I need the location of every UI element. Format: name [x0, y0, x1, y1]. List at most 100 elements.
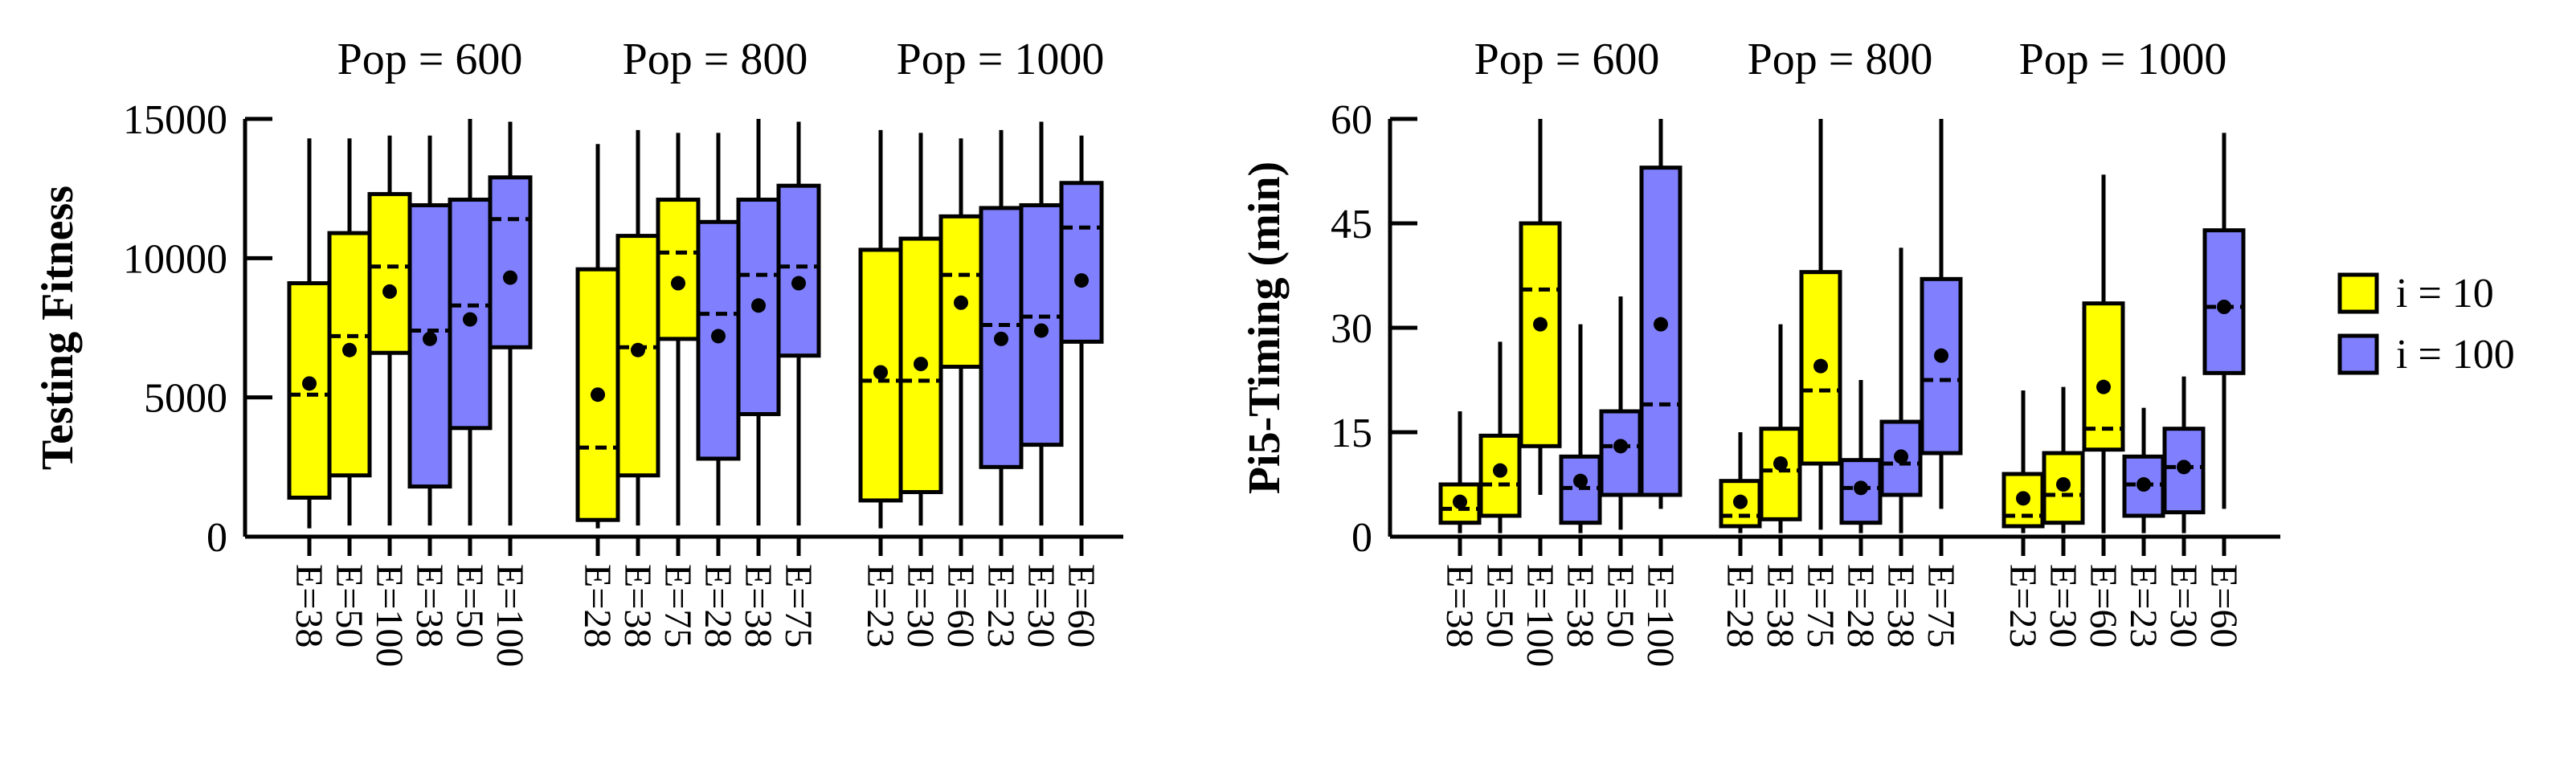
- x-tick-label: E=100: [1639, 564, 1682, 667]
- testing-fitness-chart: 0 5000 10000 15000 Testing Fitness Pop = 600 E…: [33, 35, 1123, 667]
- group-title: Pop = 800: [1748, 35, 1933, 84]
- box: [1059, 181, 1104, 344]
- mean-point: [302, 376, 317, 391]
- box: [1879, 419, 1923, 497]
- mean-point: [1573, 473, 1588, 488]
- box: [2082, 301, 2125, 452]
- y-tick-label: 0: [1351, 515, 1372, 561]
- y-tick-label: 45: [1331, 202, 1372, 247]
- x-tick-label: E=30: [2162, 564, 2205, 648]
- x-tick-label: E=28: [1719, 564, 1761, 648]
- x-tick-label: E=23: [2002, 564, 2044, 648]
- mean-point: [1074, 273, 1089, 288]
- mean-point: [994, 331, 1008, 346]
- y-axis-label: Testing Fitness: [33, 186, 83, 470]
- x-tick-label: E=38: [737, 564, 779, 648]
- x-tick-label: E=38: [1879, 564, 1922, 648]
- group-title: Pop = 800: [623, 35, 808, 84]
- mean-point: [2016, 491, 2030, 506]
- mean-point: [1813, 358, 1828, 374]
- y-tick-label: 30: [1331, 306, 1372, 352]
- x-tick-label: E=23: [2122, 564, 2165, 648]
- x-tick-label: E=50: [328, 564, 370, 648]
- box: [367, 192, 412, 355]
- x-tick-label: E=50: [1478, 564, 1521, 648]
- mean-point: [2217, 300, 2231, 314]
- x-tick-label: E=100: [489, 564, 531, 667]
- x-tick-label: E=38: [408, 564, 451, 648]
- mean-point: [1493, 463, 1507, 478]
- x-tick-label: E=30: [899, 564, 942, 648]
- x-tick-label: E=60: [939, 564, 982, 648]
- x-tick-label: E=50: [448, 564, 491, 648]
- legend-swatch-i10: [2337, 272, 2379, 314]
- group-title: Pop = 600: [337, 35, 523, 84]
- mean-point: [463, 312, 477, 327]
- box: [776, 183, 821, 358]
- mean-point: [503, 270, 517, 285]
- mean-point: [1894, 449, 1908, 464]
- mean-point: [873, 365, 888, 380]
- y-tick-label: 10000: [123, 236, 227, 282]
- mean-point: [2056, 477, 2071, 492]
- x-tick-label: E=60: [2202, 564, 2245, 648]
- mean-point: [2177, 460, 2191, 475]
- legend: i = 10 i = 100: [2337, 271, 2515, 378]
- x-tick-label: E=100: [368, 564, 411, 667]
- x-tick-label: E=23: [979, 564, 1022, 648]
- mean-point: [1453, 494, 1467, 509]
- mean-point: [954, 295, 968, 310]
- mean-point: [1854, 480, 1868, 496]
- y-tick-label: 15000: [123, 97, 227, 143]
- mean-point: [342, 342, 357, 358]
- x-tick-label: E=38: [1438, 564, 1481, 648]
- mean-point: [1034, 323, 1049, 338]
- legend-label-i10: i = 10: [2396, 271, 2494, 317]
- mean-point: [751, 298, 766, 313]
- legend-label-i100: i = 100: [2396, 332, 2515, 378]
- box: [1759, 427, 1802, 521]
- mean-point: [1613, 439, 1628, 454]
- mean-point: [711, 329, 726, 344]
- x-tick-label: E=38: [616, 564, 659, 648]
- group-title: Pop = 1000: [2019, 35, 2227, 84]
- mean-point: [671, 276, 685, 291]
- box: [488, 175, 533, 349]
- x-tick-label: E=50: [1599, 564, 1642, 648]
- mean-point: [1934, 348, 1948, 363]
- mean-point: [2096, 379, 2111, 394]
- y-tick-label: 15: [1331, 411, 1372, 456]
- x-tick-label: E=28: [697, 564, 739, 648]
- mean-point: [2136, 477, 2151, 492]
- mean-point: [1773, 456, 1788, 471]
- mean-point: [591, 387, 605, 402]
- mean-point: [1533, 317, 1548, 332]
- mean-point: [914, 357, 928, 372]
- x-tick-label: E=38: [1759, 564, 1801, 648]
- x-tick-label: E=60: [2082, 564, 2124, 648]
- group-title: Pop = 600: [1474, 35, 1660, 84]
- x-tick-label: E=28: [576, 564, 619, 648]
- box: [938, 214, 983, 370]
- group-title: Pop = 1000: [897, 35, 1105, 84]
- box: [1920, 276, 1963, 456]
- y-axis-label: Pi5-Timing (min): [1240, 161, 1290, 494]
- x-tick-label: E=75: [1799, 564, 1842, 648]
- mean-point: [382, 284, 397, 299]
- y-tick-label: 60: [1331, 97, 1372, 143]
- box: [615, 234, 660, 478]
- mean-point: [631, 342, 645, 358]
- x-tick-label: E=38: [1559, 564, 1601, 648]
- mean-point: [1733, 494, 1748, 509]
- box: [656, 198, 701, 341]
- legend-swatch-i100: [2337, 333, 2379, 375]
- x-tick-label: E=75: [777, 564, 820, 648]
- mean-point: [423, 331, 437, 346]
- mean-point: [1654, 317, 1668, 332]
- x-tick-label: E=23: [859, 564, 902, 648]
- box: [1519, 221, 1562, 448]
- y-tick-label: 0: [206, 515, 227, 561]
- x-tick-label: E=30: [2042, 564, 2084, 648]
